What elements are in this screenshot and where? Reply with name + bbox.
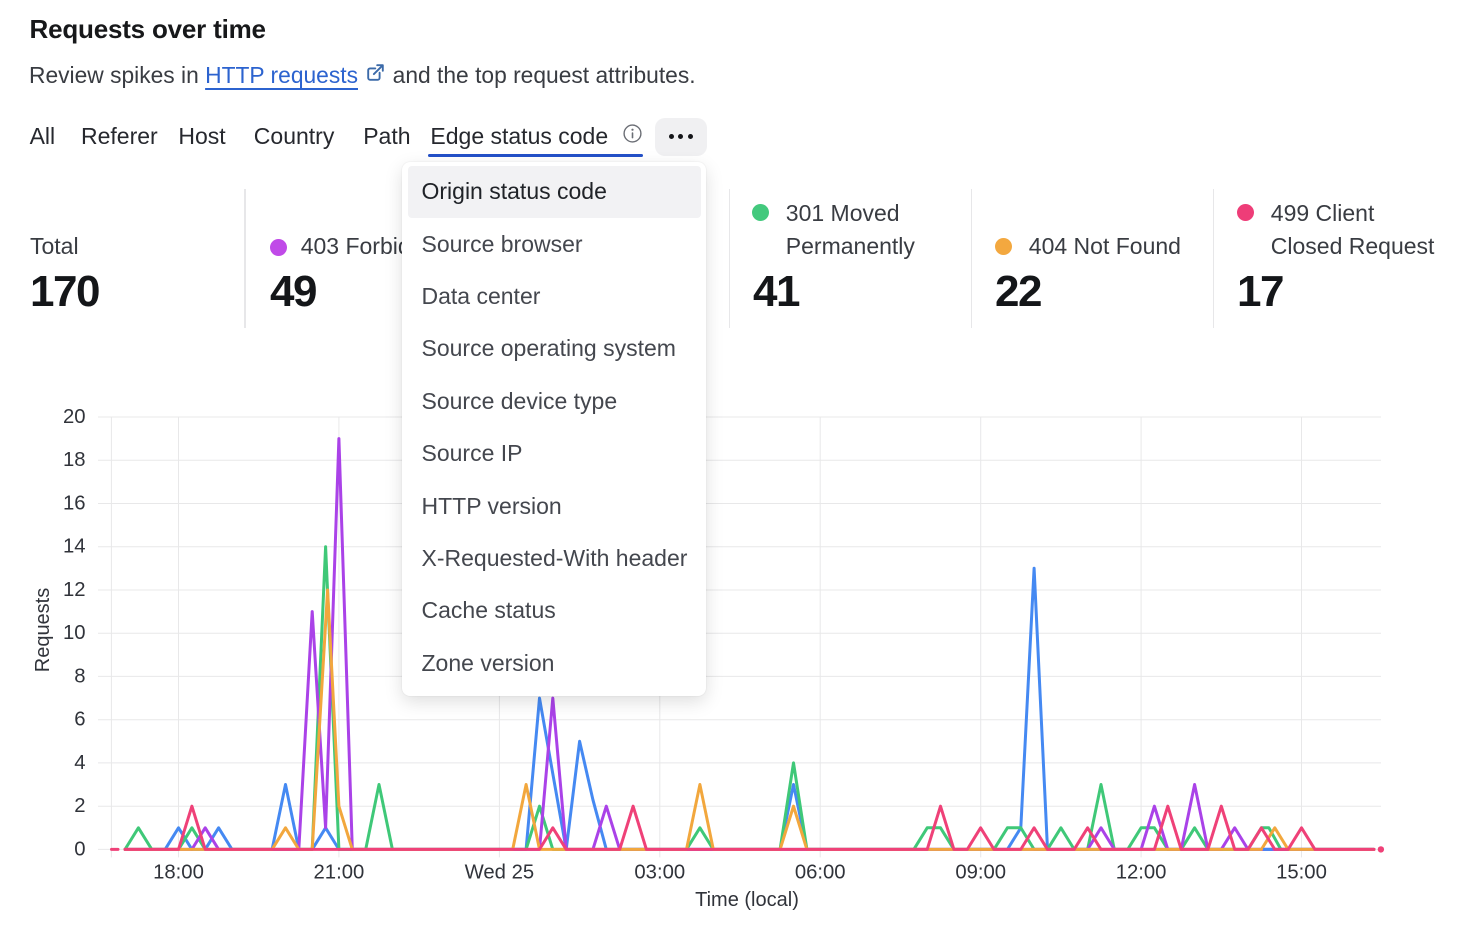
svg-text:6: 6 bbox=[74, 709, 85, 731]
svg-text:16: 16 bbox=[63, 493, 86, 515]
svg-text:06:00: 06:00 bbox=[795, 862, 846, 884]
svg-text:10: 10 bbox=[63, 622, 86, 644]
svg-text:12: 12 bbox=[63, 579, 86, 601]
svg-text:21:00: 21:00 bbox=[314, 862, 365, 884]
svg-text:12:00: 12:00 bbox=[1116, 862, 1167, 884]
svg-text:0: 0 bbox=[74, 838, 85, 860]
svg-text:2: 2 bbox=[74, 795, 85, 817]
svg-text:14: 14 bbox=[63, 536, 86, 558]
svg-text:20: 20 bbox=[63, 406, 86, 428]
svg-text:4: 4 bbox=[74, 752, 85, 774]
svg-text:Requests: Requests bbox=[32, 588, 54, 673]
svg-text:18: 18 bbox=[63, 449, 86, 471]
svg-text:15:00: 15:00 bbox=[1276, 862, 1327, 884]
svg-text:09:00: 09:00 bbox=[955, 862, 1006, 884]
svg-text:Wed 25: Wed 25 bbox=[465, 862, 535, 884]
svg-text:Time (local): Time (local) bbox=[695, 889, 799, 911]
svg-text:8: 8 bbox=[74, 665, 85, 687]
svg-text:18:00: 18:00 bbox=[153, 862, 204, 884]
svg-text:03:00: 03:00 bbox=[634, 862, 685, 884]
